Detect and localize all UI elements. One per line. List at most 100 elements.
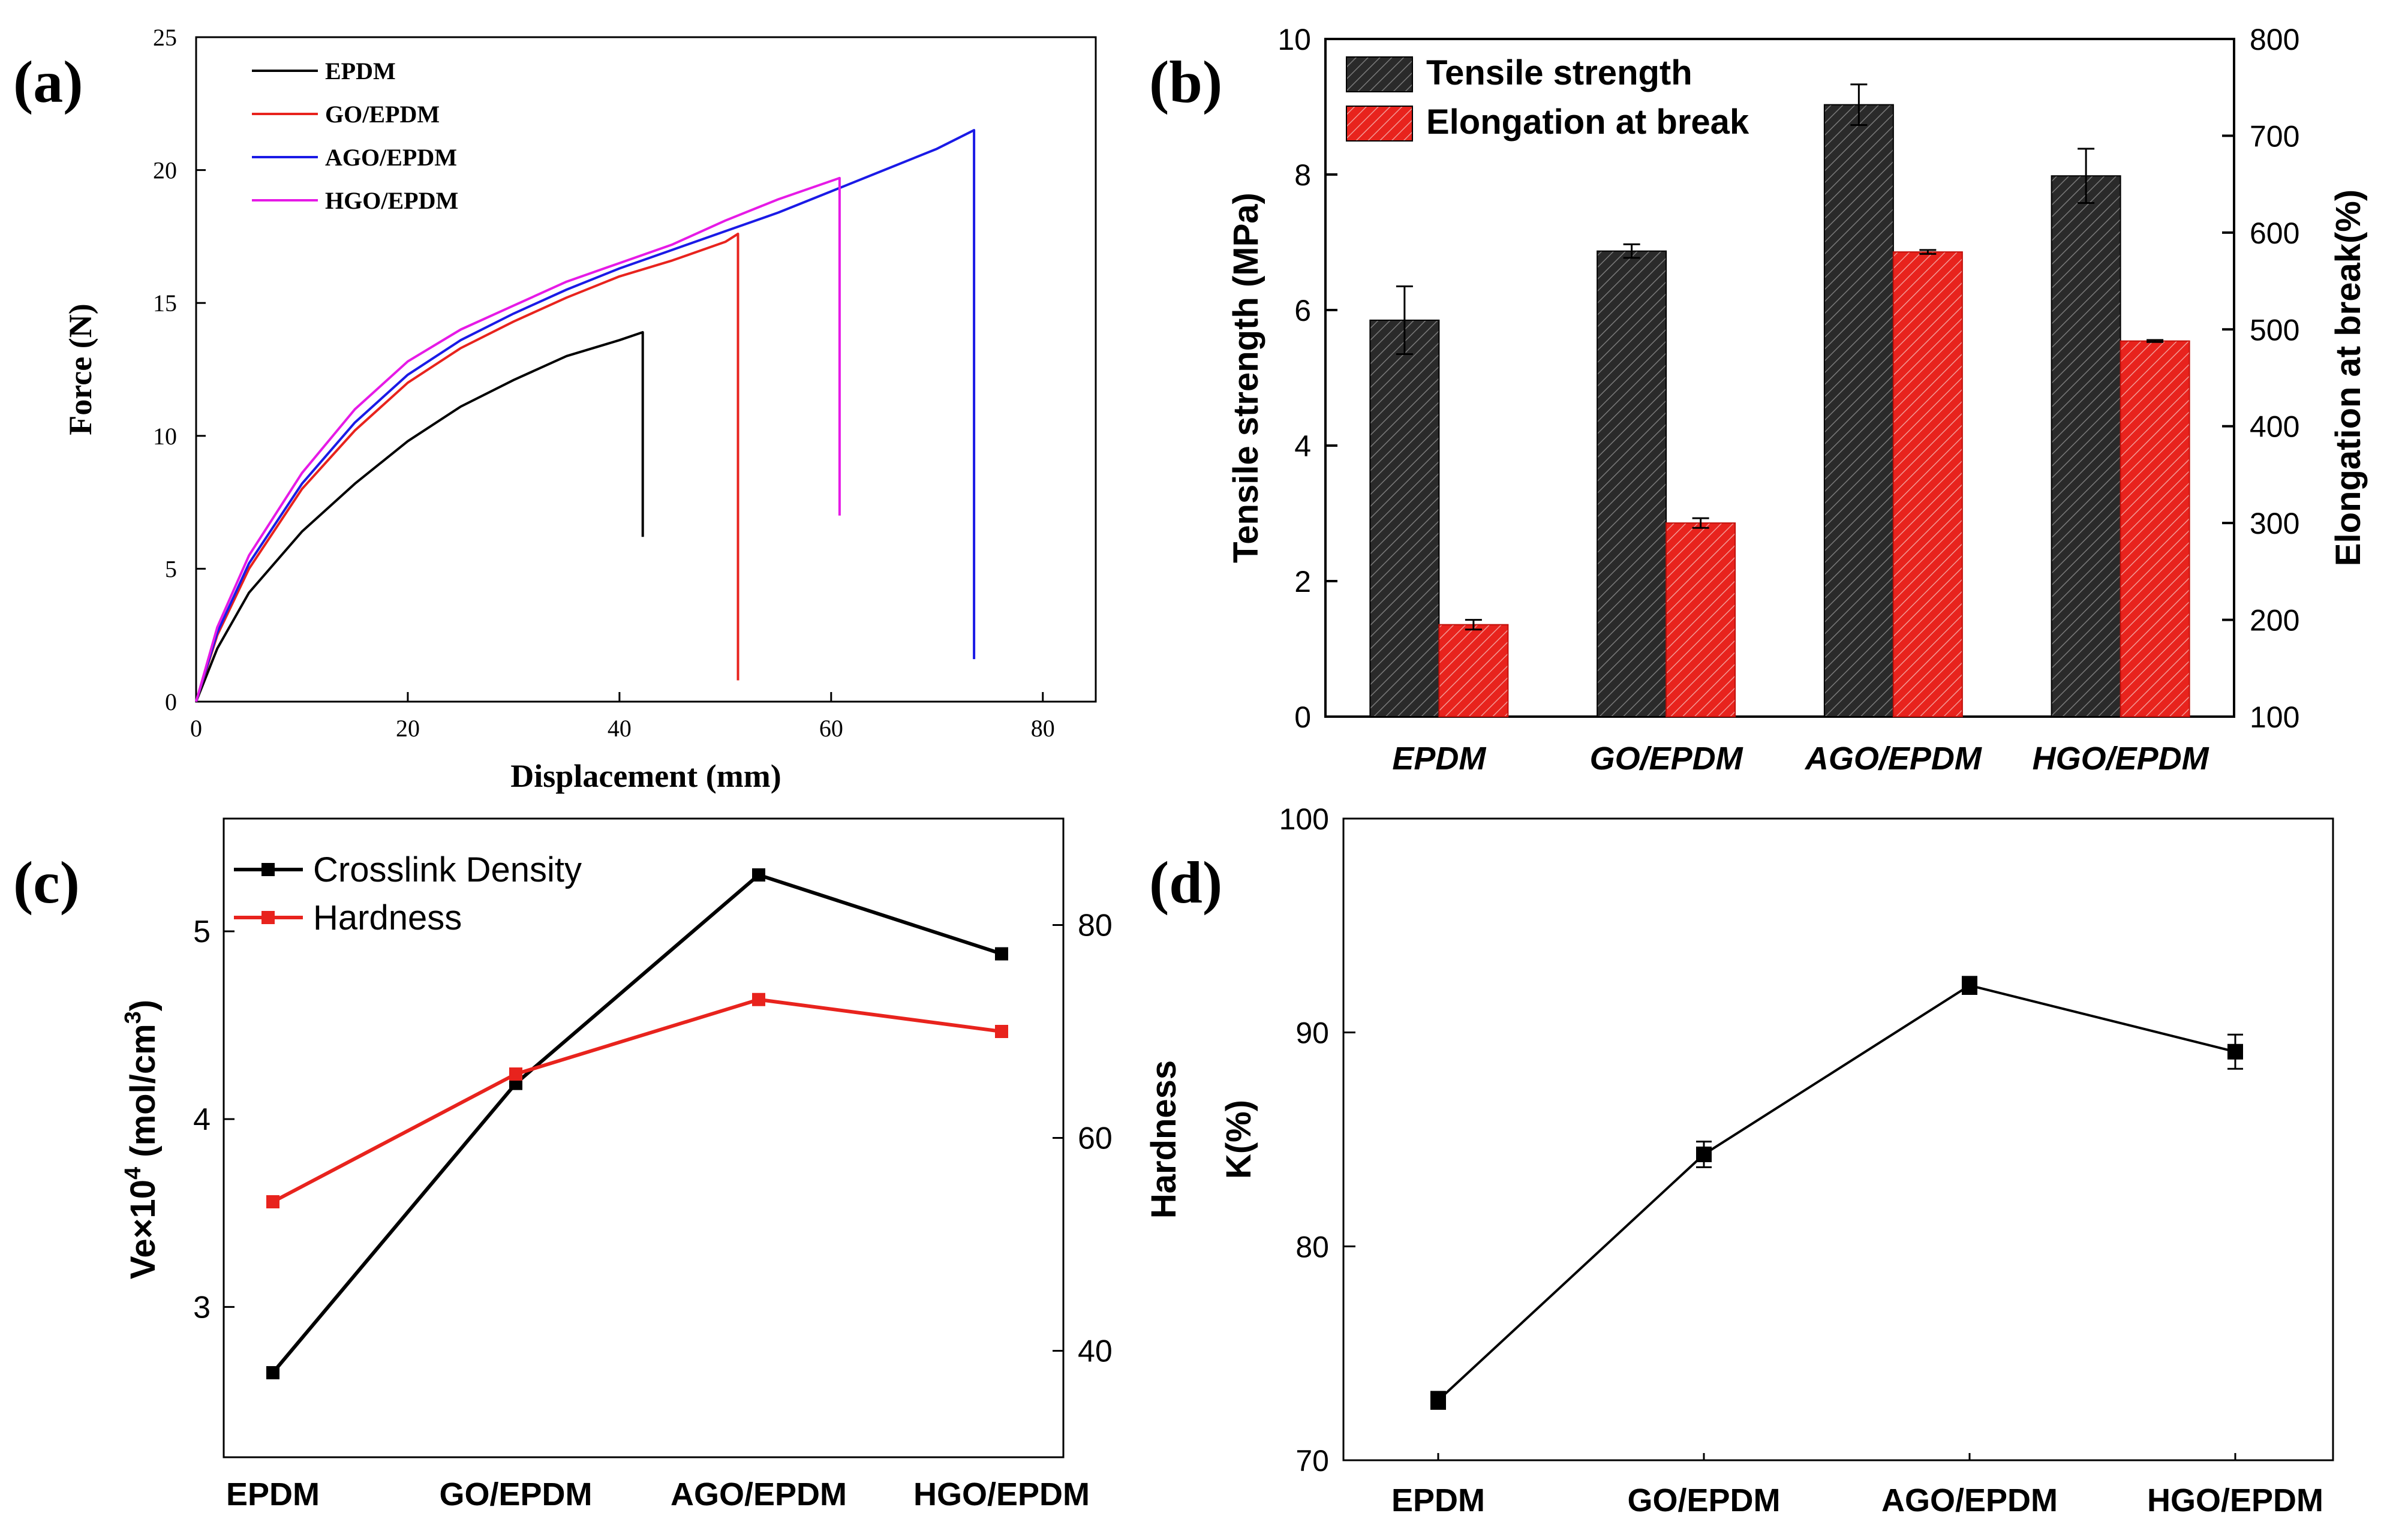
y-axis-label-c-base: Ve×10 — [124, 1180, 163, 1279]
y-axis-label-c-sup2: 3 — [121, 1011, 146, 1024]
x-tick-label-a: 40 — [608, 715, 632, 742]
bar-tensile-strength-1 — [1597, 250, 1667, 717]
y-axis-label-c-tail: (mol/cm — [124, 1024, 163, 1167]
bar-tensile-strength-2 — [1823, 104, 1894, 718]
y-tick-label-d: 80 — [1295, 1230, 1329, 1264]
series-line-a-2 — [195, 129, 976, 702]
legend-label-a: AGO/EPDM — [325, 144, 457, 171]
data-point-c-0 — [995, 947, 1008, 961]
y-tick-label-a: 20 — [153, 157, 177, 184]
panel-a-force-displacement: (a) 0 20 40 60 80 0 5 10 15 20 25 Displacement (mm… — [13, 24, 1097, 794]
series-group-d — [1430, 976, 2243, 1410]
y2-tick-label-b: 800 — [2250, 23, 2299, 56]
y2-tick-label-b: 600 — [2250, 216, 2299, 250]
legend-label-c: Crosslink Density — [313, 850, 582, 889]
plot-frame-d — [1342, 817, 2334, 1461]
series-line-c-1 — [272, 997, 1002, 1204]
y-tick-label-c: 5 — [193, 915, 211, 949]
y2-tick-label-b: 100 — [2250, 700, 2299, 734]
series-group-c — [266, 868, 1008, 1380]
x-category-label-b: EPDM — [1392, 741, 1486, 777]
x-category-label-b: GO/EPDM — [1590, 741, 1743, 777]
series-line-a-0 — [195, 331, 644, 702]
series-line-c-0 — [271, 873, 1002, 1374]
legend-label-a: GO/EPDM — [325, 101, 440, 128]
y-tick-label-c: 3 — [193, 1290, 211, 1325]
series-line-d — [1437, 984, 2236, 1401]
y2-tick-label-b: 700 — [2250, 119, 2299, 153]
series-line-a-1 — [195, 233, 739, 702]
plot-frame-b — [1324, 38, 2235, 718]
bar-tensile-strength-0 — [1369, 319, 1440, 717]
y-axis-label-d: K(%) — [1219, 1100, 1258, 1179]
y-tick-label-a: 25 — [153, 24, 177, 51]
data-point-d — [1962, 977, 1977, 994]
y-tick-label-b: 8 — [1294, 158, 1311, 192]
bar-elongation-1 — [1666, 522, 1736, 718]
bar-tensile-strength-3 — [2051, 175, 2121, 717]
y-axis-label-c-sup: 4 — [121, 1167, 146, 1180]
x-category-label-d: GO/EPDM — [1627, 1482, 1780, 1518]
x-tick-label-a: 60 — [819, 715, 843, 742]
panel-c-crosslink-hardness: (c) 3 4 5 40 60 80 EPDM GO/EPDM AGO/EPDM HGO/EPDM… — [13, 817, 1183, 1513]
y-tick-label-d: 90 — [1295, 1016, 1329, 1050]
panel-label-b: (b) — [1149, 49, 1222, 115]
legend-label-b: Tensile strength — [1426, 53, 1692, 92]
y-tick-label-a: 5 — [165, 555, 177, 582]
x-tick-label-a: 80 — [1031, 715, 1055, 742]
x-category-label-d: EPDM — [1391, 1482, 1485, 1518]
y-tick-label-d: 70 — [1295, 1444, 1329, 1478]
legend-label-a: EPDM — [325, 58, 396, 85]
bar-group-b: EPDM GO/EPDM AGO/EPDM HGO/EPDM — [1369, 83, 2209, 777]
axis-ticks-c: 3 4 5 40 60 80 EPDM GO/EPDM AGO/EPDM HGO/EPDM — [193, 909, 1113, 1513]
y-tick-label-a: 0 — [165, 688, 177, 715]
y2-axis-label-c: Hardness — [1144, 1060, 1183, 1219]
y2-tick-label-c: 80 — [1078, 909, 1113, 943]
x-category-label-c: HGO/EPDM — [913, 1476, 1090, 1512]
y2-tick-label-b: 500 — [2250, 313, 2299, 347]
legend-swatch-b — [1346, 56, 1413, 92]
y2-tick-label-b: 400 — [2250, 410, 2299, 444]
bar-elongation-3 — [2120, 340, 2190, 717]
y-axis-label-b: Tensile strength (MPa) — [1226, 192, 1265, 563]
y2-tick-label-c: 60 — [1078, 1121, 1113, 1156]
panel-d-k-percentage: (d) 70 80 90 100 EPDM GO/EPDM AGO/EPDM HGO/EPDM… — [1149, 802, 2334, 1518]
data-point-c-1 — [509, 1067, 522, 1081]
legend-marker-c — [261, 911, 275, 924]
x-category-label-c: AGO/EPDM — [671, 1476, 847, 1512]
panel-label-d: (d) — [1149, 849, 1222, 916]
legend-label-a: HGO/EPDM — [325, 187, 458, 214]
series-group-a — [195, 129, 976, 702]
x-category-label-c: EPDM — [226, 1476, 320, 1512]
panel-label-c: (c) — [13, 849, 80, 916]
bar-elongation-2 — [1892, 251, 1963, 717]
y-tick-label-a: 15 — [153, 290, 177, 317]
y-tick-label-b: 2 — [1294, 565, 1311, 598]
panel-b-tensile-elongation: (b) 0 2 4 6 8 10 100 200 300 400 500 600 700 800 EPDM… — [1149, 23, 2368, 777]
legend-swatch-b — [1346, 106, 1413, 142]
y2-tick-label-b: 200 — [2250, 604, 2299, 637]
x-category-label-d: HGO/EPDM — [2147, 1482, 2323, 1518]
legend-b: Tensile strength Elongation at break — [1346, 53, 1749, 142]
x-tick-label-a: 0 — [190, 715, 202, 742]
y2-tick-label-c: 40 — [1078, 1334, 1113, 1369]
y-tick-label-b: 4 — [1294, 429, 1311, 463]
y-axis-label-c-end: ) — [124, 1000, 163, 1011]
data-point-c-0 — [752, 868, 765, 882]
y-tick-label-d: 100 — [1279, 802, 1329, 836]
y-tick-label-b: 6 — [1294, 294, 1311, 327]
legend-marker-c — [261, 863, 275, 876]
data-point-c-0 — [266, 1366, 279, 1380]
panel-label-a: (a) — [13, 49, 83, 115]
x-category-label-c: GO/EPDM — [439, 1476, 592, 1512]
legend-label-b: Elongation at break — [1426, 103, 1749, 142]
y2-axis-label-b: Elongation at break(%) — [2329, 190, 2368, 566]
legend-c: Crosslink Density Hardness — [234, 850, 582, 937]
legend-a: EPDM GO/EPDM AGO/EPDM HGO/EPDM — [252, 58, 458, 214]
data-point-c-1 — [752, 992, 765, 1006]
y-axis-label-c: Ve×104 (mol/cm3) — [121, 1000, 163, 1279]
bar-elongation-0 — [1438, 624, 1509, 717]
x-axis-label-a: Displacement (mm) — [510, 758, 781, 794]
data-point-c-1 — [995, 1025, 1008, 1038]
